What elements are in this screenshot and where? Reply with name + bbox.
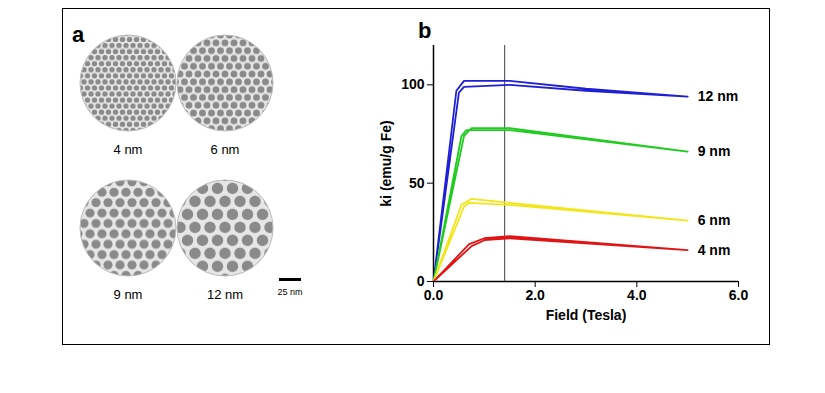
svg-text:50: 50 xyxy=(409,175,425,191)
svg-text:ki (emu/g Fe): ki (emu/g Fe) xyxy=(378,120,394,206)
svg-text:6 nm: 6 nm xyxy=(211,142,240,157)
svg-text:12 nm: 12 nm xyxy=(698,88,738,104)
html-text:b: b xyxy=(418,18,432,43)
svg-text:100: 100 xyxy=(401,76,425,92)
svg-text:2.0: 2.0 xyxy=(525,287,545,303)
svg-text:9 nm: 9 nm xyxy=(114,287,143,302)
svg-text:Field (Tesla): Field (Tesla) xyxy=(546,307,627,323)
svg-text:0.0: 0.0 xyxy=(424,287,444,303)
svg-text:25 nm: 25 nm xyxy=(277,287,302,297)
svg-text:4 nm: 4 nm xyxy=(698,242,731,258)
svg-text:6.0: 6.0 xyxy=(729,287,749,303)
svg-text:4 nm: 4 nm xyxy=(114,142,143,157)
svg-text:12 nm: 12 nm xyxy=(207,287,243,302)
svg-text:6 nm: 6 nm xyxy=(698,212,731,228)
svg-text:4.0: 4.0 xyxy=(627,287,647,303)
svg-text:0: 0 xyxy=(416,273,425,289)
svg-text:9 nm: 9 nm xyxy=(698,143,731,159)
svg-text:a: a xyxy=(72,22,85,47)
